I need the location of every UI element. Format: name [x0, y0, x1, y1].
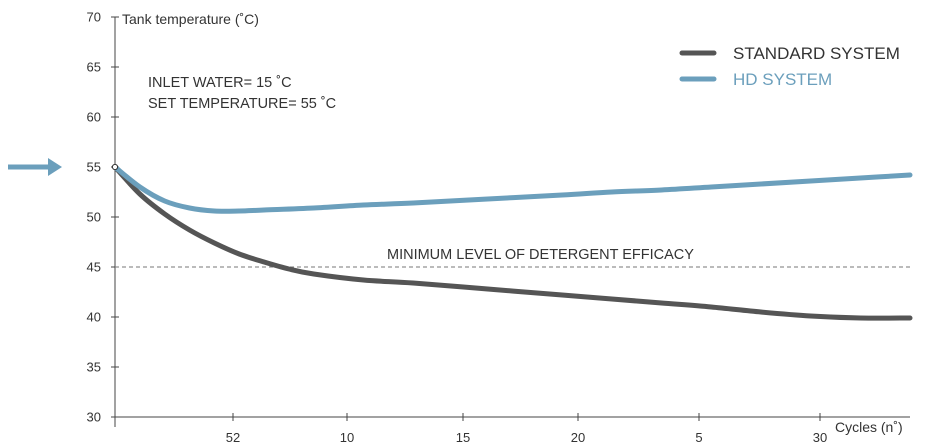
hd-system-line: [112, 164, 913, 214]
y-tick-label: 50: [87, 210, 101, 225]
series-layer: [112, 164, 913, 321]
x-tick-label: 30: [813, 430, 827, 445]
x-tick-label: 52: [226, 430, 240, 445]
y-axis-title: Tank temperature (˚C): [122, 11, 259, 27]
hd-system-legend-label: HD SYSTEM: [733, 70, 832, 89]
y-tick-label: 45: [87, 260, 101, 275]
standard-system-line: [112, 164, 913, 321]
start-point-marker: [111, 163, 119, 171]
set-temperature-arrow-icon: [8, 158, 62, 176]
y-tick-label: 40: [87, 310, 101, 325]
y-tick-label: 35: [87, 360, 101, 375]
standard-system-legend-label: STANDARD SYSTEM: [733, 44, 900, 63]
y-tick-label: 55: [87, 160, 101, 175]
x-tick-label: 5: [695, 430, 702, 445]
x-axis-title: Cycles (n˚): [835, 419, 903, 435]
set-temperature-note: SET TEMPERATURE= 55 ˚C: [148, 96, 336, 112]
y-tick-label: 60: [87, 110, 101, 125]
y-tick-label: 70: [87, 10, 101, 25]
minimum-level-label: MINIMUM LEVEL OF DETERGENT EFFICACY: [387, 247, 694, 263]
x-tick-label: 20: [571, 430, 585, 445]
x-tick-label: 10: [340, 430, 354, 445]
y-tick-label: 65: [87, 60, 101, 75]
legend: STANDARD SYSTEM HD SYSTEM: [679, 44, 900, 89]
y-tick-label: 30: [87, 410, 101, 425]
x-ticks: 52 10 15 20 5 30: [226, 413, 827, 445]
x-tick-label: 15: [456, 430, 470, 445]
inlet-water-note: INLET WATER= 15 ˚C: [148, 75, 292, 91]
y-ticks: 30 35 40 45 50 55 60 65 70: [87, 10, 119, 425]
